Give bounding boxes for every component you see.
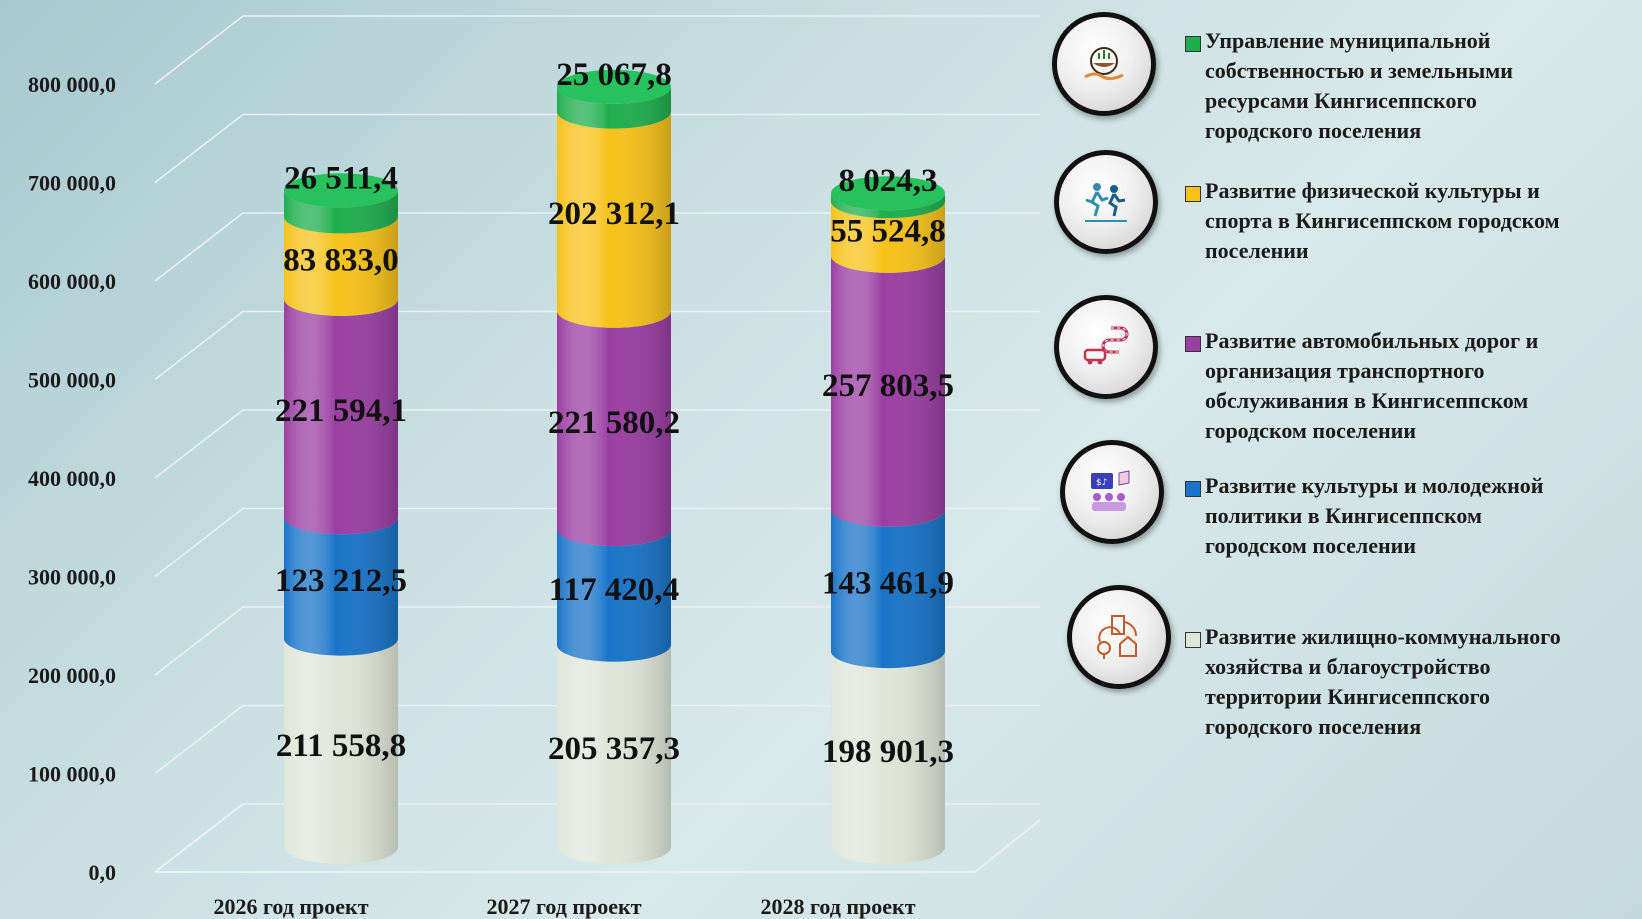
y-tick-label: 700 000,0 xyxy=(28,171,116,196)
legend-label-line: Развитие культуры и молодежной xyxy=(1205,473,1544,498)
data-label: 83 833,0 xyxy=(283,243,399,279)
bar-shading xyxy=(557,644,671,864)
y-tick-label: 600 000,0 xyxy=(28,269,116,294)
svg-text:$♪: $♪ xyxy=(1096,478,1107,488)
data-label: 257 803,5 xyxy=(822,368,954,404)
bar-shading xyxy=(284,216,398,316)
culture-audience-icon: $♪ xyxy=(1060,440,1164,544)
legend-swatch xyxy=(1185,481,1201,497)
bar-shading xyxy=(557,310,671,547)
bar-top-cap xyxy=(557,69,671,104)
legend-swatch xyxy=(1185,36,1201,52)
data-label: 143 461,9 xyxy=(822,565,954,601)
y-tick-label: 800 000,0 xyxy=(28,72,116,97)
legend-label-line: ресурсами Кингисеппского xyxy=(1205,88,1477,113)
bar-shading xyxy=(284,638,398,864)
legend-label-line: Развитие автомобильных дорог и xyxy=(1205,328,1539,353)
legend-label-line: Развитие жилищно-коммунального xyxy=(1205,624,1561,649)
legend-label-line: Управление муниципальной xyxy=(1205,28,1491,53)
bar-top-cap xyxy=(284,173,398,208)
bar-shading xyxy=(831,193,945,219)
legend-swatch xyxy=(1185,632,1201,648)
legend-label-line: хозяйства и благоустройство xyxy=(1205,654,1491,679)
x-category-label: 2028 год проект xyxy=(760,894,915,919)
axis-line xyxy=(974,818,1040,873)
y-tick-label: 100 000,0 xyxy=(28,762,116,787)
axis-line xyxy=(154,803,244,873)
gridline xyxy=(154,704,1040,775)
legend-label-line: организация транспортного xyxy=(1205,358,1485,383)
legend-label: Развитие культуры и молодежной политики в… xyxy=(1205,471,1543,561)
bar-shading xyxy=(284,298,398,535)
data-label: 117 420,4 xyxy=(549,572,679,608)
data-label: 8 024,3 xyxy=(839,163,938,199)
gridline xyxy=(154,113,1040,184)
legend-label: Развитие физической культуры и спорта в К… xyxy=(1205,176,1560,266)
gridline xyxy=(154,507,1040,578)
legend-label-line: спорта в Кингисеппском городском xyxy=(1205,208,1560,233)
legend-label-line: городском поселении xyxy=(1205,418,1416,443)
data-label: 123 212,5 xyxy=(275,563,407,599)
legend-swatch xyxy=(1185,336,1201,352)
bar-shading xyxy=(831,255,945,527)
bar-shading xyxy=(557,111,671,328)
y-tick-label: 0,0 xyxy=(89,860,117,885)
legend-label-line: городского поселения xyxy=(1205,714,1422,739)
legend-label-line: обслуживания в Кингисеппском xyxy=(1205,388,1529,413)
data-label: 221 594,1 xyxy=(275,393,407,429)
legend-label: Развитие автомобильных дорог и организаци… xyxy=(1205,326,1538,446)
y-tick-label: 400 000,0 xyxy=(28,466,116,491)
bar-shading xyxy=(831,651,945,864)
legend-label-line: Развитие физической культуры и xyxy=(1205,178,1540,203)
bar-shading xyxy=(284,517,398,656)
data-label: 211 558,8 xyxy=(276,728,406,764)
gridline xyxy=(154,212,1040,282)
x-category-label: 2026 год проект xyxy=(213,894,368,919)
x-category-label: 2027 год проект xyxy=(486,894,641,919)
bar-top-cap xyxy=(831,176,945,211)
legend-swatch xyxy=(1185,186,1201,202)
bar-shading xyxy=(557,86,671,129)
legend-label-line: собственностью и земельными xyxy=(1205,58,1513,83)
data-label: 205 357,3 xyxy=(548,731,680,767)
legend-label-line: городском поселении xyxy=(1205,533,1416,558)
data-label: 221 580,2 xyxy=(548,405,680,441)
stacked-cylinder-chart: 0,0 100 000,0 200 000,0 300 000,0 400 000,0 5… xyxy=(28,15,1040,919)
legend-label-line: поселении xyxy=(1205,238,1309,263)
data-label: 198 901,3 xyxy=(822,734,954,770)
y-tick-label: 300 000,0 xyxy=(28,565,116,590)
gridline xyxy=(154,606,1040,676)
data-label: 25 067,8 xyxy=(556,57,672,93)
legend-label: Управление муниципальной собственностью и… xyxy=(1205,26,1513,146)
bar-shading xyxy=(831,201,945,273)
bar-shading xyxy=(831,509,945,669)
legend-label-line: территории Кингисеппского xyxy=(1205,684,1491,709)
housing-icon xyxy=(1067,585,1171,689)
data-label: 55 524,8 xyxy=(830,213,946,249)
data-label: 26 511,4 xyxy=(284,160,398,196)
car-road-icon xyxy=(1054,295,1158,399)
legend-label-line: политики в Кингисеппском xyxy=(1205,503,1482,528)
bar-shading xyxy=(557,529,671,662)
runners-icon xyxy=(1054,150,1158,254)
gridline xyxy=(154,409,1040,479)
land-management-icon xyxy=(1052,12,1156,116)
y-tick-label: 500 000,0 xyxy=(28,368,116,393)
gridline xyxy=(154,310,1040,381)
y-tick-label: 200 000,0 xyxy=(28,663,116,688)
bar-shading xyxy=(284,190,398,234)
legend-label: Развитие жилищно-коммунального хозяйства … xyxy=(1205,622,1561,742)
legend-label-line: городского поселения xyxy=(1205,118,1422,143)
gridline xyxy=(154,15,1040,85)
data-label: 202 312,1 xyxy=(548,196,680,232)
